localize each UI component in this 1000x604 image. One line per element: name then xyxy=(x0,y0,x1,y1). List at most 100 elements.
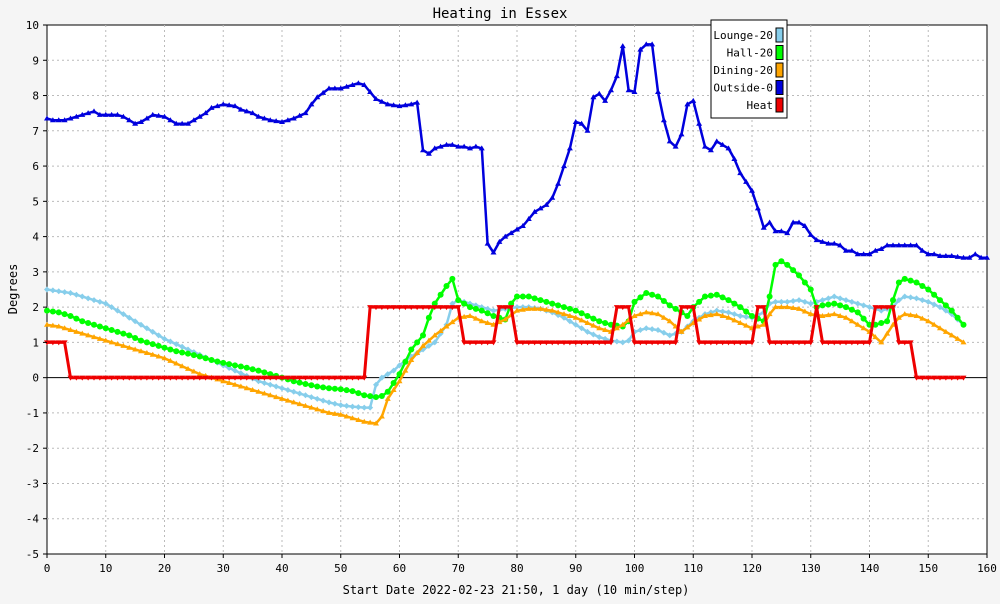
data-point xyxy=(819,238,826,244)
data-point xyxy=(390,387,397,393)
data-point xyxy=(249,387,256,393)
data-point xyxy=(901,242,908,248)
data-point xyxy=(284,397,291,403)
data-point xyxy=(760,224,767,230)
data-point xyxy=(807,340,814,346)
data-point xyxy=(232,375,238,381)
data-point xyxy=(73,291,80,298)
data-point xyxy=(326,375,332,381)
data-point xyxy=(49,287,56,294)
data-point xyxy=(901,340,908,346)
data-point xyxy=(102,337,109,343)
data-point xyxy=(702,293,708,300)
data-point xyxy=(954,253,961,259)
data-point xyxy=(290,115,297,121)
data-point xyxy=(414,305,421,311)
data-point xyxy=(267,392,274,398)
data-point xyxy=(361,404,368,411)
data-point xyxy=(185,365,191,371)
data-point xyxy=(190,368,197,374)
data-point xyxy=(637,294,644,301)
data-point xyxy=(449,300,456,307)
data-point xyxy=(273,394,280,400)
data-point xyxy=(907,294,914,301)
data-point xyxy=(202,375,209,381)
data-point xyxy=(719,294,726,301)
x-axis-label: Start Date 2022-02-23 21:50, 1 day (10 m… xyxy=(343,583,690,597)
data-point xyxy=(79,293,86,300)
data-point xyxy=(155,353,162,359)
data-point xyxy=(378,393,385,400)
data-point xyxy=(514,293,520,300)
data-point xyxy=(707,292,714,299)
data-point xyxy=(267,371,274,378)
data-point xyxy=(749,187,755,193)
data-point xyxy=(666,302,673,309)
data-point xyxy=(613,73,620,79)
x-tick-label: 160 xyxy=(977,562,997,575)
data-point xyxy=(631,89,638,95)
y-tick-label: 2 xyxy=(32,301,39,314)
data-point xyxy=(590,315,597,322)
data-point xyxy=(907,242,914,248)
data-point xyxy=(660,314,667,320)
data-point xyxy=(484,240,491,246)
data-point xyxy=(408,305,415,311)
data-point xyxy=(85,375,92,381)
data-point xyxy=(220,378,227,384)
data-point xyxy=(378,305,385,311)
data-point xyxy=(449,305,456,311)
data-point xyxy=(261,369,268,376)
data-point xyxy=(296,401,303,407)
data-point xyxy=(132,334,139,341)
data-point xyxy=(937,252,943,258)
series-heat xyxy=(44,305,967,381)
data-point xyxy=(284,387,291,394)
data-point xyxy=(766,293,773,300)
data-point xyxy=(796,272,802,279)
data-point xyxy=(308,101,315,107)
data-point xyxy=(519,293,526,300)
data-point xyxy=(754,323,761,329)
data-point xyxy=(772,298,779,305)
data-point xyxy=(308,375,315,381)
data-point xyxy=(443,282,450,289)
y-tick-label: -2 xyxy=(26,442,39,455)
data-point xyxy=(114,328,121,335)
data-point xyxy=(373,420,379,426)
data-point xyxy=(666,332,673,339)
data-point xyxy=(373,305,379,311)
data-point xyxy=(702,143,708,149)
data-point xyxy=(713,138,720,144)
data-point xyxy=(296,379,303,386)
data-point xyxy=(449,141,456,147)
data-point xyxy=(214,375,221,381)
data-point xyxy=(55,117,62,123)
data-point xyxy=(549,194,556,200)
data-point xyxy=(831,293,838,300)
legend-box xyxy=(710,19,788,119)
data-point xyxy=(807,231,814,237)
data-point xyxy=(643,41,650,47)
data-point xyxy=(114,375,121,381)
data-point xyxy=(790,219,797,225)
data-point xyxy=(913,312,920,318)
data-point xyxy=(525,215,532,221)
data-point xyxy=(931,301,938,308)
data-point xyxy=(290,378,297,385)
data-point xyxy=(449,275,456,282)
data-point xyxy=(279,385,285,392)
data-point xyxy=(337,375,344,381)
data-point xyxy=(343,413,350,419)
data-point xyxy=(320,89,327,95)
data-point xyxy=(161,344,168,351)
data-point xyxy=(931,291,938,298)
data-point xyxy=(173,360,180,366)
data-point xyxy=(625,305,632,311)
data-point xyxy=(843,314,849,320)
data-point xyxy=(790,267,797,274)
data-point xyxy=(919,282,926,289)
data-point xyxy=(655,340,661,346)
data-point xyxy=(220,375,227,381)
